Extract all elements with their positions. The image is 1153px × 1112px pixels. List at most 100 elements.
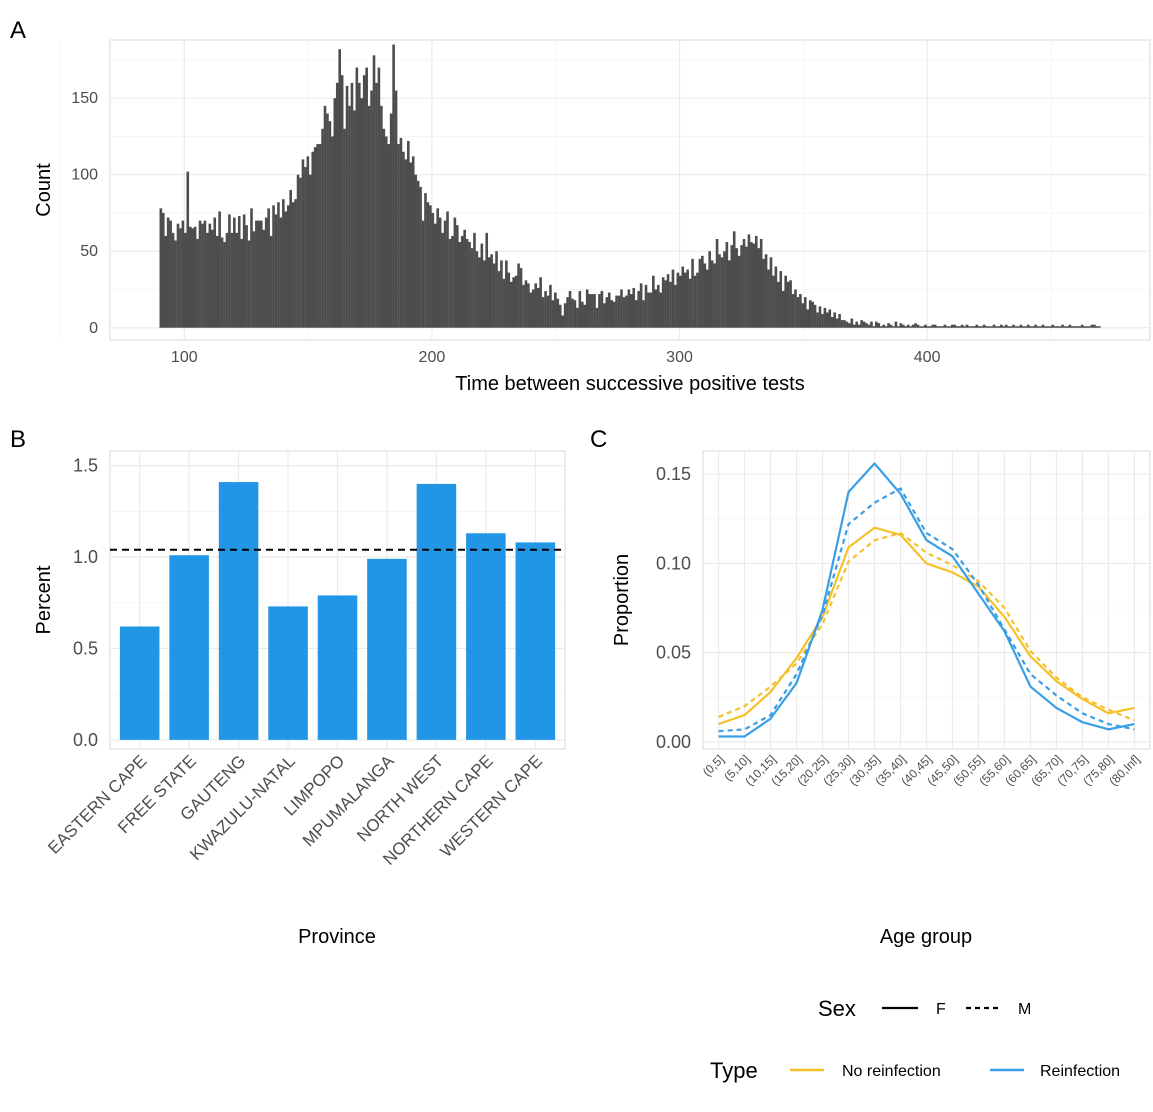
histogram-bar [745, 246, 748, 328]
histogram-bar [821, 313, 824, 328]
histogram-bar [884, 326, 888, 328]
histogram-bar [953, 324, 957, 328]
histogram-bar [845, 321, 849, 328]
histogram-bar [963, 326, 966, 328]
histogram-bar [495, 251, 498, 328]
histogram-bar [1002, 326, 1006, 328]
histogram-bar [387, 144, 391, 328]
legend-type: Type No reinfection Reinfection [710, 1058, 1120, 1083]
histogram-bar [213, 217, 217, 328]
province-bar [169, 555, 209, 740]
histogram-bar [358, 82, 361, 328]
histogram-bar [558, 304, 562, 328]
histogram-bar [171, 232, 175, 328]
province-x-axis-title: Province [298, 926, 376, 948]
histogram-bar [509, 281, 513, 328]
histogram-bar [911, 324, 915, 328]
histogram-bar [997, 326, 1001, 328]
histogram-bar [255, 220, 258, 328]
histogram-bar [1017, 326, 1020, 328]
histogram-bar [291, 202, 295, 328]
histogram-bar [233, 217, 236, 328]
province-x-tick-label: NORTH WEST [353, 751, 447, 845]
histogram-bar [723, 251, 726, 328]
histogram-bar [600, 291, 604, 328]
histogram-bar [715, 238, 719, 328]
histogram-bar [568, 291, 572, 328]
histogram-bar [872, 326, 876, 328]
histogram-y-tick-label: 0 [89, 320, 98, 337]
histogram-bar [806, 309, 810, 328]
histogram-bar [524, 280, 528, 328]
histogram-bar [296, 174, 300, 328]
histogram-bar [1083, 326, 1086, 328]
histogram-bar [728, 260, 731, 328]
legend-type-title: Type [710, 1058, 758, 1083]
histogram-bar [1019, 324, 1023, 328]
histogram-bar [517, 263, 520, 328]
histogram-bar [977, 326, 981, 328]
histogram-bar [159, 208, 163, 328]
histogram-bar [830, 317, 834, 328]
histogram-bar [914, 323, 917, 328]
histogram-bar [512, 277, 515, 328]
histogram-bar [649, 292, 653, 328]
histogram-x-tick-label: 300 [666, 349, 693, 366]
histogram-bar [335, 82, 339, 328]
histogram-bar [245, 225, 248, 328]
histogram-bar [470, 248, 474, 328]
histogram-bar [367, 105, 371, 328]
histogram-bar [750, 242, 753, 328]
histogram-bar [676, 272, 680, 328]
histogram-bar [343, 128, 346, 328]
histogram-bar [1014, 326, 1018, 328]
histogram-bar [725, 242, 729, 328]
histogram-bar [384, 136, 388, 328]
histogram-bar [541, 297, 545, 328]
histogram-bar [1024, 326, 1028, 328]
histogram-bar [772, 275, 775, 328]
histogram-bar [313, 147, 317, 328]
histogram-bar [698, 258, 702, 328]
panel-label-a: A [10, 17, 26, 44]
histogram-bar [1063, 326, 1067, 328]
histogram-bar [664, 280, 667, 328]
histogram-bar [1093, 324, 1096, 328]
province-bar [466, 533, 506, 740]
histogram-bar [909, 326, 912, 328]
histogram-bar [1000, 324, 1003, 328]
histogram-bar [252, 231, 256, 328]
histogram-bar [277, 202, 280, 328]
histogram-bar [982, 324, 986, 328]
histogram-bar [992, 324, 996, 328]
histogram-bar [184, 232, 187, 328]
histogram-bar [259, 220, 263, 328]
histogram-bar [595, 307, 599, 328]
panel-label-b: B [10, 426, 26, 453]
age-y-tick-label: 0.10 [656, 553, 691, 573]
legend-sex: Sex F M [818, 996, 1031, 1021]
age-y-axis-title: Proportion [611, 554, 633, 646]
histogram-bar [397, 144, 400, 328]
province-y-tick-label: 0.5 [73, 638, 98, 658]
histogram-bar [1066, 326, 1069, 328]
histogram-bar [247, 240, 251, 328]
histogram-bar [215, 235, 219, 328]
age-lines [718, 462, 1135, 738]
histogram-bar [593, 294, 596, 328]
histogram-bar [968, 326, 971, 328]
age-ticks: 0.000.050.100.15(0,5](5,10](10,15](15,20… [656, 464, 1143, 788]
histogram-bar [603, 303, 606, 328]
histogram-bar [752, 243, 756, 328]
histogram-bar [482, 260, 486, 328]
histogram-bar [630, 294, 633, 328]
histogram-panel: 100 200 300 400 0 50 100 150 Time between succe… [33, 39, 1151, 395]
age-y-tick-label: 0.15 [656, 464, 691, 484]
province-y-tick-label: 1.0 [73, 547, 98, 567]
histogram-bar [179, 228, 182, 328]
histogram-bar [777, 281, 780, 328]
histogram-bar [421, 220, 425, 328]
province-bar [317, 595, 358, 740]
histogram-bar [875, 321, 878, 328]
